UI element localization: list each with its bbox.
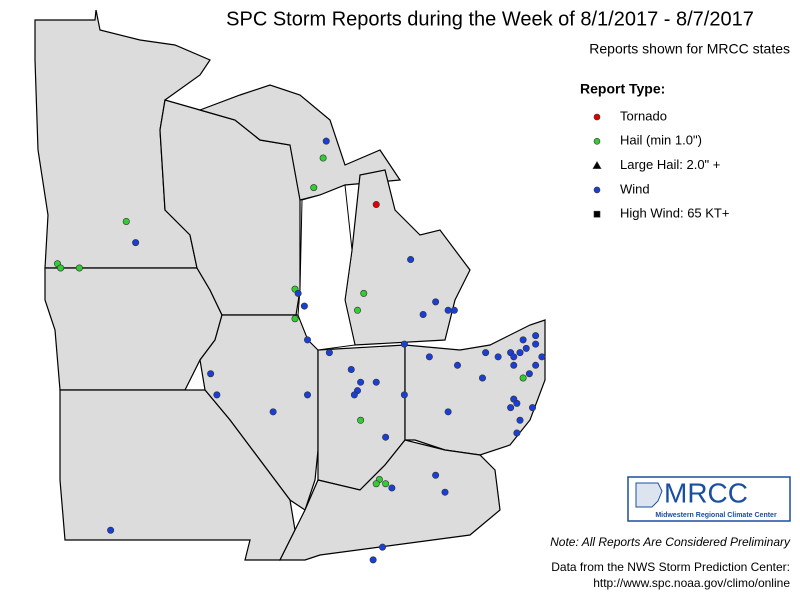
report: [310, 184, 318, 192]
report: [303, 336, 311, 344]
report: [519, 374, 527, 382]
report: [57, 264, 65, 272]
source-url: http://www.spc.noaa.gov/climo/online: [593, 576, 790, 590]
report: [419, 311, 427, 319]
report: [400, 340, 408, 348]
logo-subtitle: Midwestern Regional Climate Center: [655, 512, 777, 519]
report: [132, 239, 140, 247]
report: [528, 404, 536, 412]
report: [516, 349, 524, 357]
report: [107, 526, 115, 534]
report: [269, 408, 277, 416]
report: [532, 332, 540, 340]
subtitle: Reports shown for MRCC states: [589, 41, 790, 57]
legend-title: Report Type:: [580, 81, 665, 97]
report: [525, 370, 533, 378]
report: [494, 353, 502, 361]
report: [516, 416, 524, 424]
legend: Tornado Hail (min 1.0") Large Hail: 2.0" +…: [592, 108, 729, 221]
legend-marker: [593, 138, 601, 145]
michigan-upper: [198, 84, 402, 201]
report: [350, 391, 358, 399]
source: Data from the NWS Storm Prediction Cente…: [551, 560, 790, 574]
kentucky: [279, 439, 501, 561]
report: [444, 408, 452, 416]
report: [425, 353, 433, 361]
report: [507, 404, 515, 412]
report: [357, 416, 365, 424]
report: [400, 391, 408, 399]
report: [450, 306, 458, 314]
michigan-lower: [344, 169, 471, 346]
report: [453, 361, 461, 369]
report: [513, 399, 521, 407]
report: [75, 264, 83, 272]
report: [294, 289, 302, 297]
legend-label: Tornado: [620, 108, 667, 123]
report: [300, 302, 308, 310]
logo-icon: [635, 482, 663, 508]
iowa: [44, 267, 223, 391]
report: [513, 429, 521, 437]
report: [532, 340, 540, 348]
legend-marker: [593, 186, 601, 194]
report: [388, 484, 396, 492]
report: [538, 353, 546, 361]
legend-marker: [593, 113, 601, 121]
legend-label: High Wind: 65 KT+: [620, 206, 729, 221]
legend-marker: [592, 160, 602, 169]
legend-marker: [593, 210, 601, 218]
note: Note: All Reports Are Considered Prelimi…: [550, 535, 791, 549]
base-map: [34, 9, 546, 561]
report: [478, 374, 486, 382]
report: [441, 488, 449, 496]
report: [322, 137, 330, 145]
title: SPC Storm Reports during the Week of 8/1…: [226, 8, 754, 30]
report: [213, 391, 221, 399]
report: [482, 349, 490, 357]
report: [360, 289, 368, 297]
report: [444, 306, 452, 314]
report: [382, 433, 390, 441]
reports: [53, 137, 546, 564]
report: [303, 391, 311, 399]
report: [291, 315, 299, 323]
report: [372, 201, 380, 209]
report: [432, 298, 440, 306]
report: [407, 256, 415, 264]
logo-name: MRCC: [664, 477, 748, 508]
report: [347, 366, 355, 374]
report: [532, 361, 540, 369]
report: [372, 480, 380, 488]
report: [432, 471, 440, 479]
report: [319, 154, 327, 162]
legend-label: Large Hail: 2.0" +: [620, 157, 720, 172]
report: [353, 306, 361, 314]
logo: MRCC Midwestern Regional Climate Center: [627, 476, 791, 522]
report: [325, 349, 333, 357]
legend-label: Hail (min 1.0"): [620, 133, 702, 148]
legend-label: Wind: [620, 181, 650, 196]
report: [357, 378, 365, 386]
report: [519, 336, 527, 344]
report: [369, 556, 377, 564]
report: [372, 378, 380, 386]
report: [522, 344, 530, 352]
report: [510, 361, 518, 369]
report: [207, 370, 215, 378]
report: [378, 543, 386, 551]
report: [122, 217, 130, 225]
report: [510, 353, 518, 361]
lake-michigan: [297, 184, 356, 351]
report: [382, 480, 390, 488]
